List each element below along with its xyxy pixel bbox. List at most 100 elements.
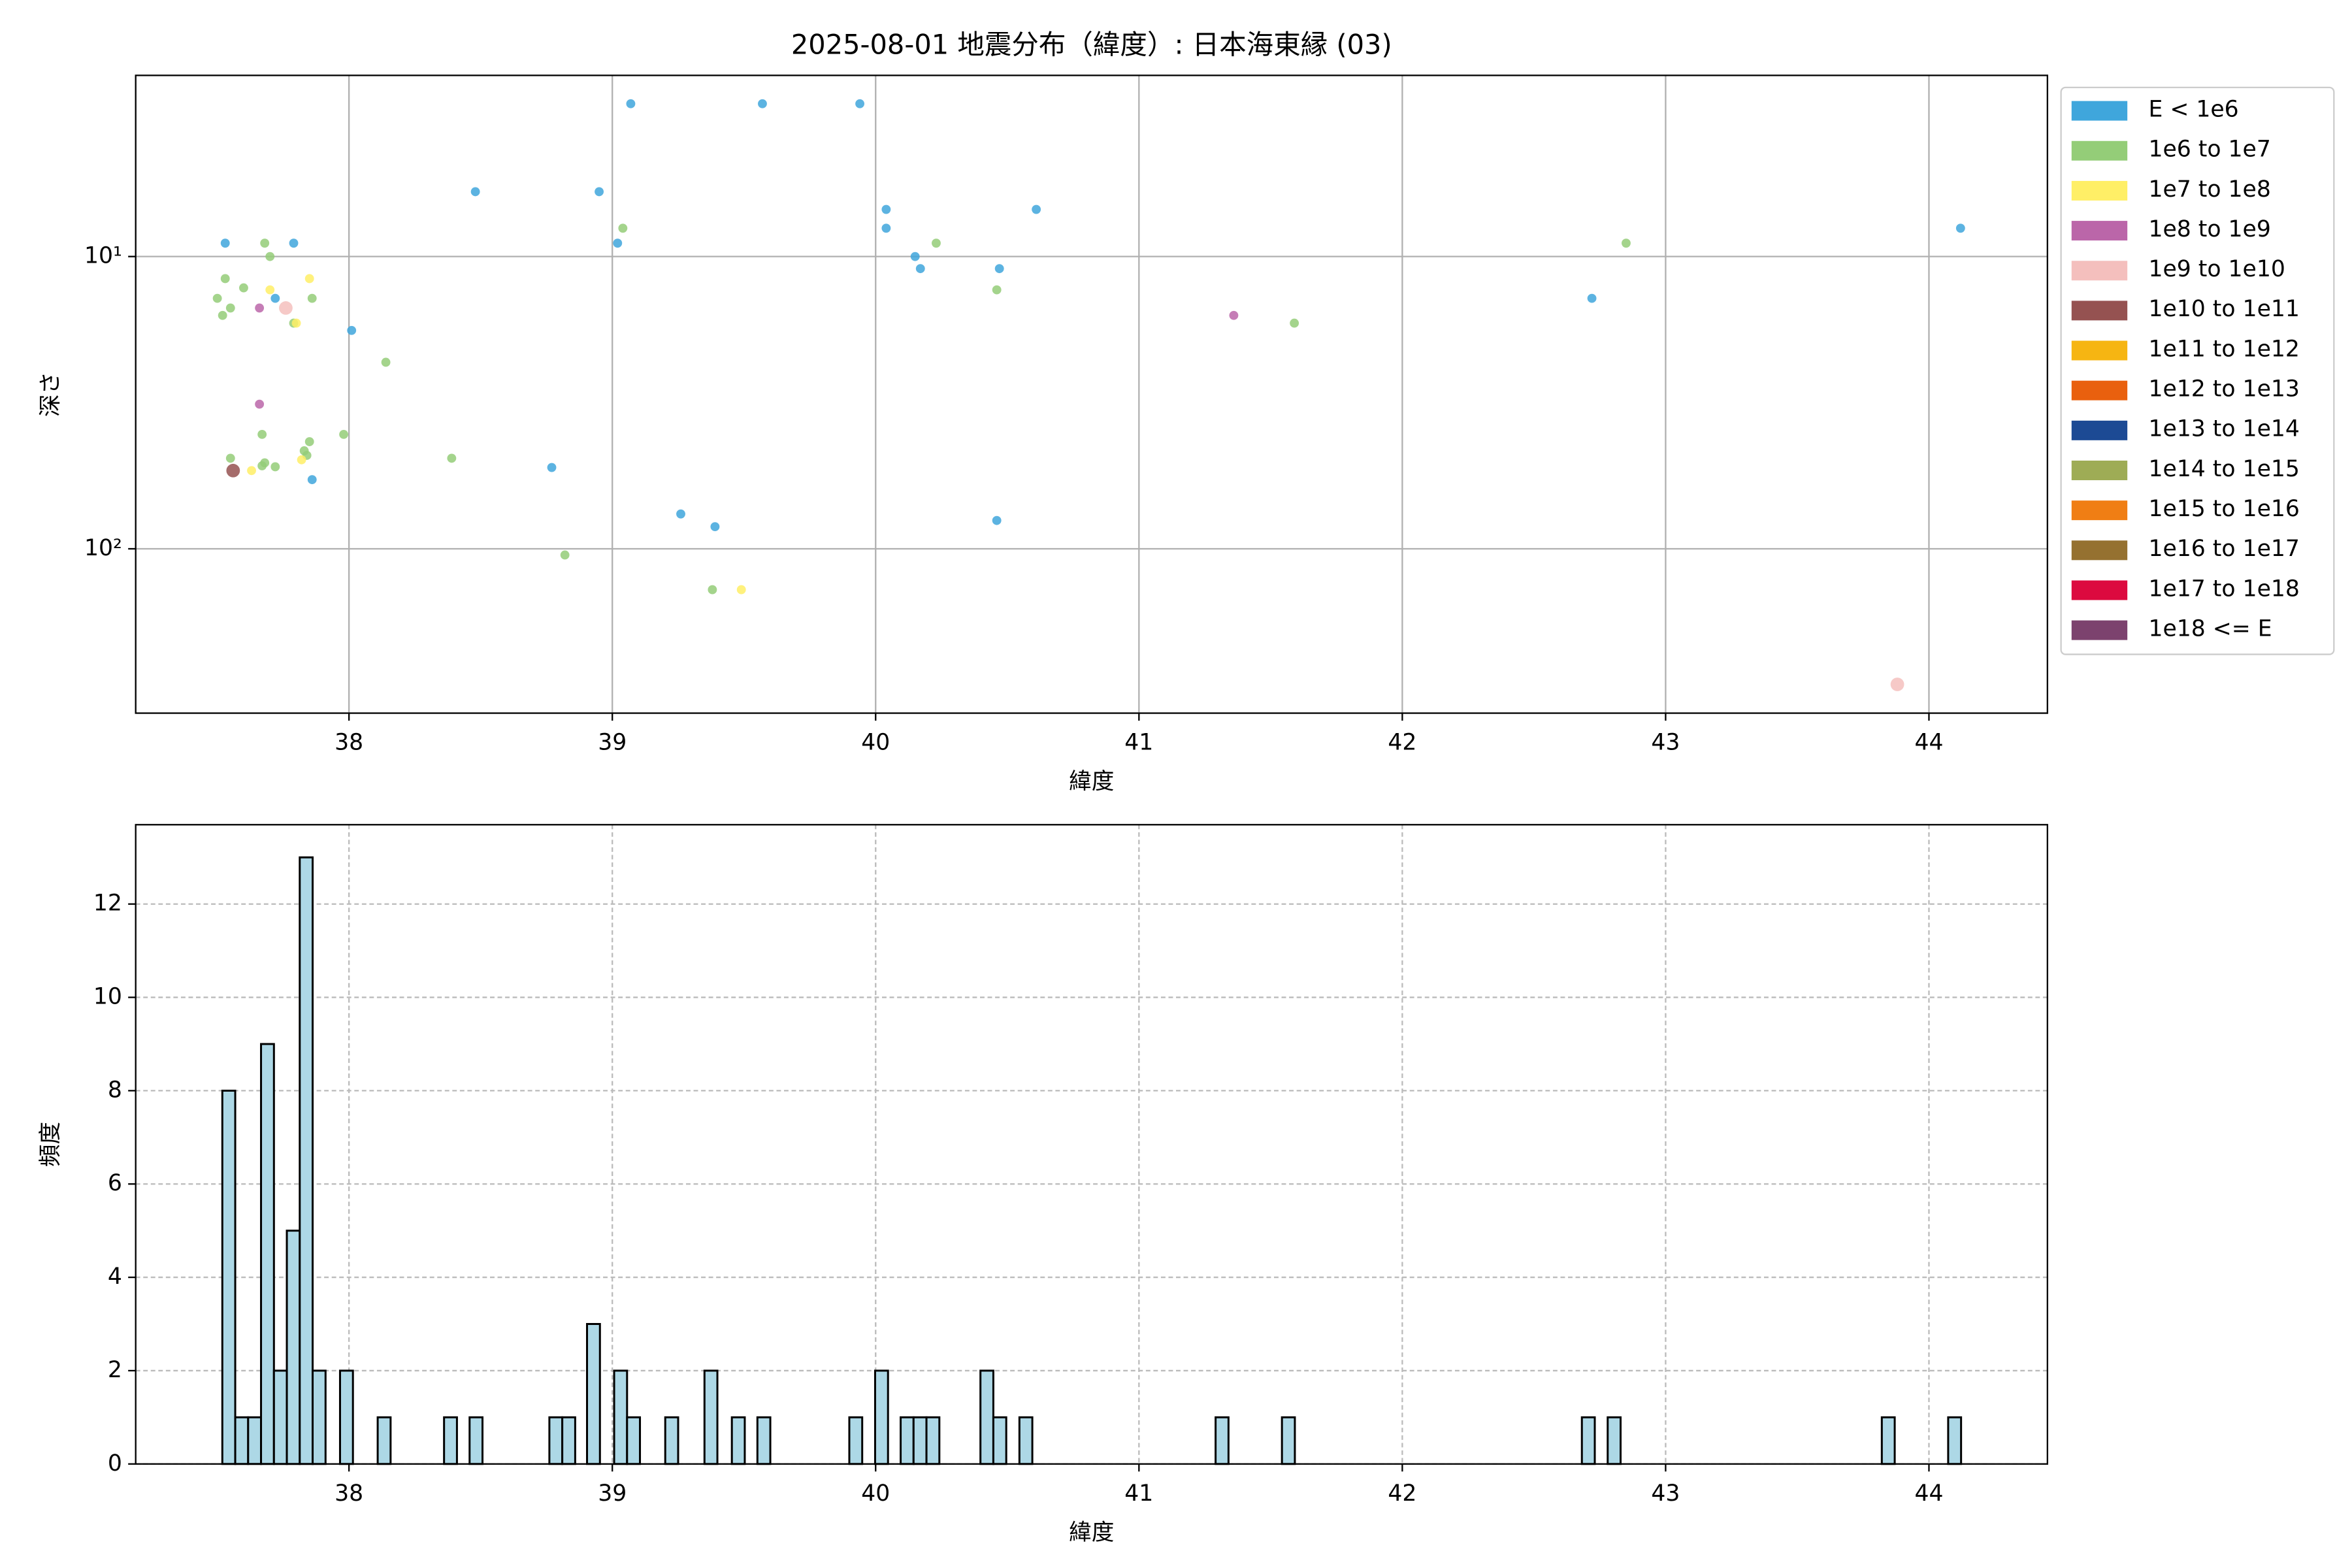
chart-title: 2025-08-01 地震分布（緯度）: 日本海東縁 (03) [791,29,1392,61]
scatter-point [1587,293,1597,303]
scatter-point [212,293,222,303]
scatter-point [1955,223,1965,233]
scatter-point [279,301,293,315]
histogram-bar [664,1416,679,1465]
scatter-point [560,550,570,560]
legend-label: 1e14 to 1e15 [2148,456,2299,482]
scatter-point [265,252,275,261]
scatter-point [307,293,317,303]
histogram-bar [613,1369,629,1465]
scatter-point [1290,318,1299,328]
scatter-point [855,99,865,108]
histogram-bar [272,1369,288,1465]
scatter-point [1622,238,1631,248]
scatter-point [255,399,265,409]
legend-swatch [2071,380,2128,400]
scatter-point [307,475,317,485]
x-tick-label: 44 [1914,730,1943,756]
scatter-point [257,429,267,439]
legend-label: 1e17 to 1e18 [2148,576,2299,602]
histogram-bar [1215,1416,1230,1465]
x-axis-label: 緯度 [1069,1520,1114,1546]
legend-label: 1e15 to 1e16 [2148,496,2299,522]
histogram-bar [756,1416,772,1465]
legend: E < 1e6 1e6 to 1e7 1e7 to 1e8 1e8 to 1e9 1e9… [2060,86,2335,655]
scatter-point [992,515,1002,525]
histogram-bar [312,1369,327,1465]
histogram-bar [626,1416,642,1465]
legend-label: 1e11 to 1e12 [2148,336,2299,362]
legend-swatch [2071,221,2128,241]
x-tick-label: 43 [1651,730,1680,756]
scatter-point [613,238,623,248]
y-axis-label: 深さ [37,372,63,417]
legend-label: 1e10 to 1e11 [2148,296,2299,322]
scatter-point [994,264,1004,274]
scatter-point [220,274,230,284]
scatter-point [299,446,309,455]
scatter-point [289,238,299,248]
scatter-point [1229,310,1239,320]
scatter-point [226,463,240,478]
histogram-bar [1580,1416,1596,1465]
legend-label: 1e12 to 1e13 [2148,376,2299,402]
scatter-point [239,283,248,293]
scatter-point [710,522,720,532]
y-tick-label: 10² [84,535,122,561]
histogram-bar [1281,1416,1296,1465]
histogram-bar [234,1416,250,1465]
histogram-bar [1947,1416,1963,1465]
scatter-point [270,293,280,303]
scatter-point [225,303,235,313]
plot-0: 38 39 40 41 42 43 44 10¹ 10² 緯度 深さ E < 1e6 1e6 to 1e… [37,74,2335,795]
scatter-point [347,325,357,335]
scatter-point [218,310,227,320]
x-tick-label: 38 [335,1480,363,1507]
histogram-bar [912,1416,928,1465]
x-tick-label: 41 [1124,1480,1153,1507]
legend-label: E < 1e6 [2148,96,2238,122]
legend-swatch [2071,340,2128,361]
histogram-bar [730,1416,746,1465]
y-tick-label: 6 [108,1170,122,1196]
scatter-point [915,264,925,274]
legend-label: 1e9 to 1e10 [2148,256,2285,282]
x-tick-label: 43 [1651,1480,1680,1507]
x-tick-label: 39 [598,1480,627,1507]
histogram-bar [992,1416,1007,1465]
scatter-point [1890,678,1904,691]
scatter-point [270,462,280,472]
x-tick-label: 39 [598,730,627,756]
scatter-point [708,585,717,595]
legend-label: 1e6 to 1e7 [2148,137,2270,163]
legend-swatch [2071,620,2128,640]
x-tick-label: 42 [1388,730,1416,756]
scatter-point [618,223,628,233]
scatter-point [910,252,920,261]
scatter-point [291,318,301,328]
histogram-bar [703,1369,719,1465]
histogram-bar [299,856,314,1465]
legend-swatch [2071,101,2128,121]
y-axis-label: 頻度 [37,1122,63,1167]
histogram-bar [848,1416,864,1465]
histogram-bar [979,1369,994,1465]
scatter-point [676,509,685,519]
histogram-bar [548,1416,564,1465]
y-tick-label: 2 [108,1357,122,1383]
legend-label: 1e18 <= E [2148,615,2272,642]
histogram-bar [338,1369,354,1465]
histogram-bar [874,1369,889,1465]
x-tick-label: 41 [1124,730,1153,756]
scatter-point [304,437,314,446]
y-tick-label: 10 [93,984,122,1010]
scatter-point [470,187,480,197]
scatter-point [595,187,604,197]
scatter-point [547,463,557,472]
plot-1: 38 39 40 41 42 43 44 0 2 4 6 8 10 12 緯度 頻度 [37,824,2048,1546]
legend-swatch [2071,420,2128,440]
histogram-bar [1880,1416,1896,1465]
legend-swatch [2071,540,2128,561]
histogram-bar [247,1416,263,1465]
